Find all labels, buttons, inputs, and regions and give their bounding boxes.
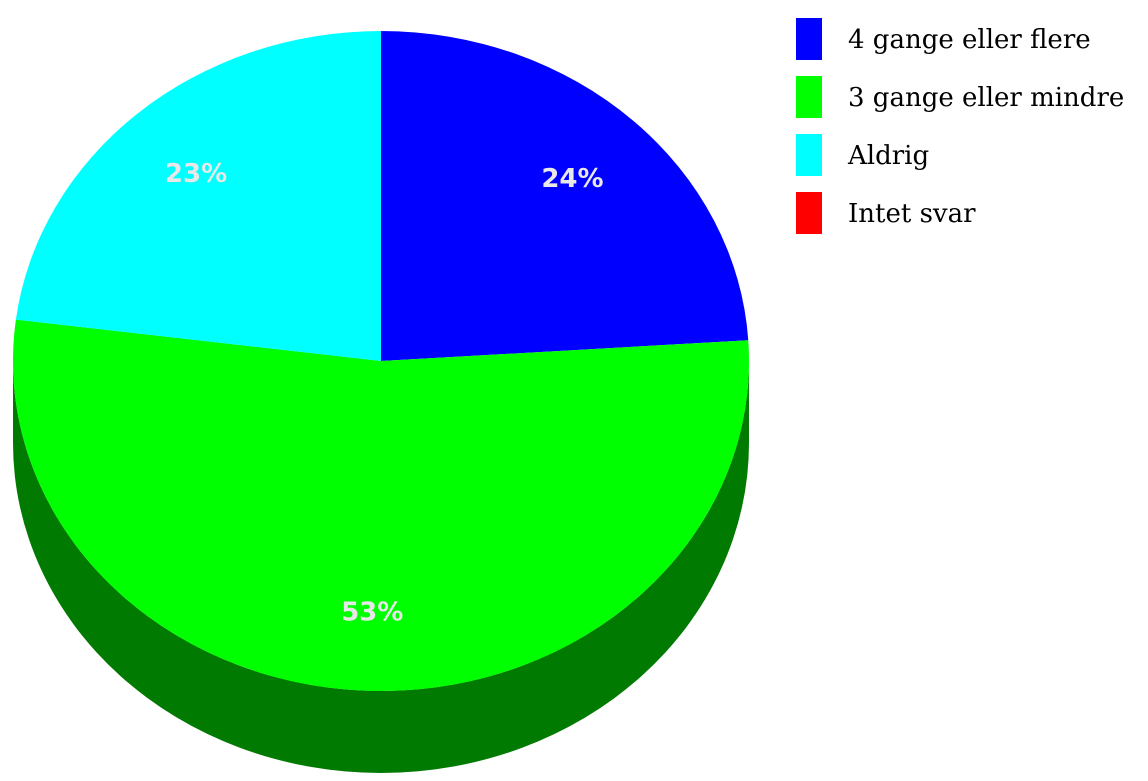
pie-slice-3-gange-eller-mindre (13, 319, 750, 691)
data-label-aldrig: 23% (165, 159, 227, 189)
legend-label-aldrig: Aldrig (847, 141, 929, 171)
pie-slice-aldrig (15, 31, 381, 361)
legend-label-intet-svar: Intet svar (848, 199, 976, 229)
legend-swatch-3-gange-eller-mindre (796, 76, 822, 118)
legend-label-3-gange-eller-mindre: 3 gange eller mindre (848, 83, 1124, 113)
pie-value-labels: 24% 53% 23% (165, 159, 604, 628)
legend-swatch-4-gange-eller-flere (796, 18, 822, 60)
legend: 4 gange eller flere 3 gange eller mindre A… (796, 18, 1124, 234)
data-label-3-gange-eller-mindre: 53% (341, 598, 403, 628)
pie-side-3-gange-eller-mindre (13, 361, 749, 773)
legend-label-4-gange-eller-flere: 4 gange eller flere (848, 25, 1091, 55)
legend-swatch-intet-svar (796, 192, 822, 234)
pie-slice-4-gange-eller-flere (381, 31, 749, 361)
pie-depth (13, 361, 749, 773)
pie-slices (13, 31, 750, 691)
data-label-4-gange-eller-flere: 24% (541, 164, 603, 194)
legend-swatch-aldrig (796, 134, 822, 176)
